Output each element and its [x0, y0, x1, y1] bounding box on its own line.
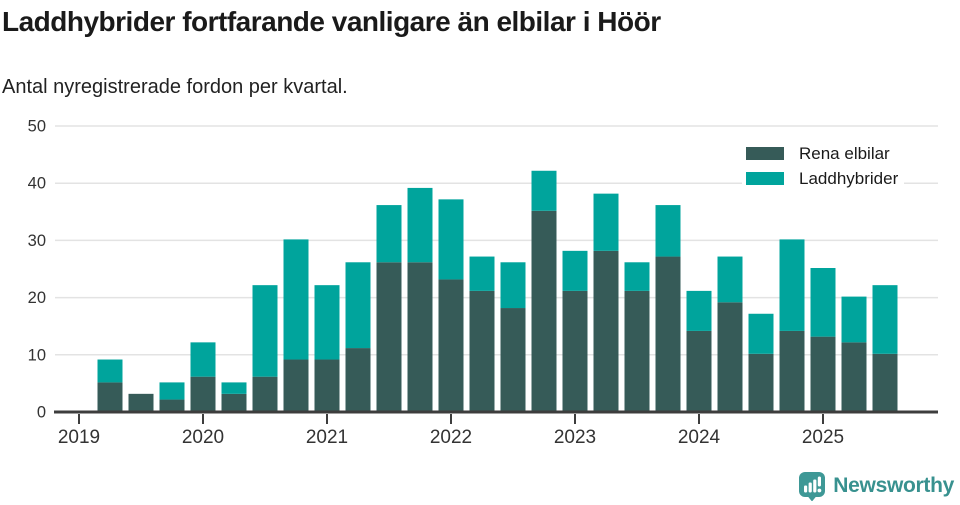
bar-2022-Q3-rena-elbilar [500, 308, 526, 411]
bar-2024-Q2-rena-elbilar [717, 302, 743, 411]
bar-2021-Q2-rena-elbilar [345, 348, 371, 411]
bar-2022-Q3-laddhybrider [500, 262, 526, 309]
bar-2024-Q4-laddhybrider [779, 239, 805, 331]
newsworthy-logo-icon[interactable] [798, 471, 826, 502]
bar-2019-Q2-laddhybrider [97, 359, 123, 383]
bar-2024-Q1-laddhybrider [686, 290, 712, 331]
chart-legend: Rena elbilar Laddhybrider [742, 139, 905, 195]
y-tick-label-10: 10 [28, 346, 46, 364]
bar-2022-Q1-laddhybrider [438, 199, 464, 280]
bar-2021-Q4-laddhybrider [407, 187, 433, 263]
page-title: Laddhybrider fortfarande vanligare än el… [2, 6, 661, 37]
bar-2023-Q4-laddhybrider [655, 205, 681, 257]
bar-2022-Q2-rena-elbilar [469, 290, 495, 411]
bar-2020-Q2-rena-elbilar [221, 393, 247, 411]
x-tick-label-2024: 2024 [678, 427, 721, 448]
legend-label-rena-elbilar: Rena elbilar [799, 143, 890, 163]
bar-2020-Q4-laddhybrider [283, 239, 309, 360]
bar-2023-Q4-rena-elbilar [655, 256, 681, 411]
y-tick-label-20: 20 [28, 289, 46, 307]
y-tick-label-50: 50 [28, 118, 46, 136]
stacked-bar-chart: 2019 2020 2021 2022 2023 2024 2025 0 10 20 30 40 50 [28, 118, 938, 448]
bar-2025-Q2-laddhybrider [841, 296, 867, 343]
x-tick-label-2019: 2019 [58, 427, 100, 448]
bar-2021-Q1-rena-elbilar [314, 359, 340, 411]
y-tick-label-30: 30 [28, 232, 46, 250]
legend-swatch-laddhybrider [746, 172, 784, 185]
bar-2021-Q3-rena-elbilar [376, 262, 402, 411]
brand-name[interactable]: Newsworthy [833, 474, 954, 497]
x-tick-label-2022: 2022 [430, 427, 472, 448]
bar-2024-Q1-rena-elbilar [686, 330, 712, 411]
bar-2025-Q3-laddhybrider [872, 285, 898, 354]
bar-2022-Q4-laddhybrider [531, 170, 557, 211]
bar-2019-Q4-laddhybrider [159, 382, 185, 400]
bar-2025-Q1-laddhybrider [810, 268, 836, 337]
footer-branding[interactable]: Newsworthy [798, 471, 954, 502]
x-tick-label-2023: 2023 [554, 427, 596, 448]
bar-2021-Q4-rena-elbilar [407, 262, 433, 411]
legend-item-laddhybrider: Laddhybrider [746, 166, 898, 191]
bar-2020-Q3-rena-elbilar [252, 376, 278, 411]
bar-2019-Q3-rena-elbilar [128, 393, 154, 411]
bar-2025-Q1-rena-elbilar [810, 336, 836, 411]
bar-2023-Q2-laddhybrider [593, 193, 619, 251]
bar-2024-Q3-rena-elbilar [748, 353, 774, 411]
page-subtitle: Antal nyregistrerade fordon per kvartal. [2, 76, 348, 98]
bar-2019-Q2-rena-elbilar [97, 382, 123, 411]
bar-2022-Q1-rena-elbilar [438, 279, 464, 411]
x-tick-label-2021: 2021 [306, 427, 348, 448]
y-tick-label-0: 0 [37, 404, 46, 422]
bar-2024-Q2-laddhybrider [717, 256, 743, 303]
bar-2023-Q2-rena-elbilar [593, 250, 619, 411]
bar-2021-Q1-laddhybrider [314, 285, 340, 360]
chart-area: 2019 2020 2021 2022 2023 2024 2025 0 10 20 30 40 50 … [0, 105, 960, 455]
legend-label-laddhybrider: Laddhybrider [799, 168, 899, 188]
bar-2023-Q3-rena-elbilar [624, 290, 650, 411]
bar-2022-Q2-laddhybrider [469, 256, 495, 291]
bar-2020-Q1-rena-elbilar [190, 376, 216, 411]
bar-2020-Q2-laddhybrider [221, 382, 247, 394]
legend-item-rena-elbilar: Rena elbilar [746, 141, 898, 166]
bar-2021-Q3-laddhybrider [376, 205, 402, 263]
bar-2022-Q4-rena-elbilar [531, 210, 557, 411]
x-tick-label-2020: 2020 [182, 427, 224, 448]
bar-2019-Q4-rena-elbilar [159, 399, 185, 411]
bar-2020-Q3-laddhybrider [252, 285, 278, 377]
bar-2024-Q4-rena-elbilar [779, 330, 805, 411]
bar-2023-Q1-laddhybrider [562, 250, 588, 291]
y-tick-label-40: 40 [28, 175, 46, 193]
bar-2020-Q1-laddhybrider [190, 342, 216, 377]
bar-2025-Q3-rena-elbilar [872, 353, 898, 411]
bar-2024-Q3-laddhybrider [748, 313, 774, 354]
bar-2021-Q2-laddhybrider [345, 262, 371, 349]
legend-swatch-rena-elbilar [746, 147, 784, 160]
bar-2023-Q3-laddhybrider [624, 262, 650, 291]
bar-2020-Q4-rena-elbilar [283, 359, 309, 411]
x-tick-label-2025: 2025 [802, 427, 844, 448]
bar-2025-Q2-rena-elbilar [841, 342, 867, 411]
bar-2023-Q1-rena-elbilar [562, 290, 588, 411]
